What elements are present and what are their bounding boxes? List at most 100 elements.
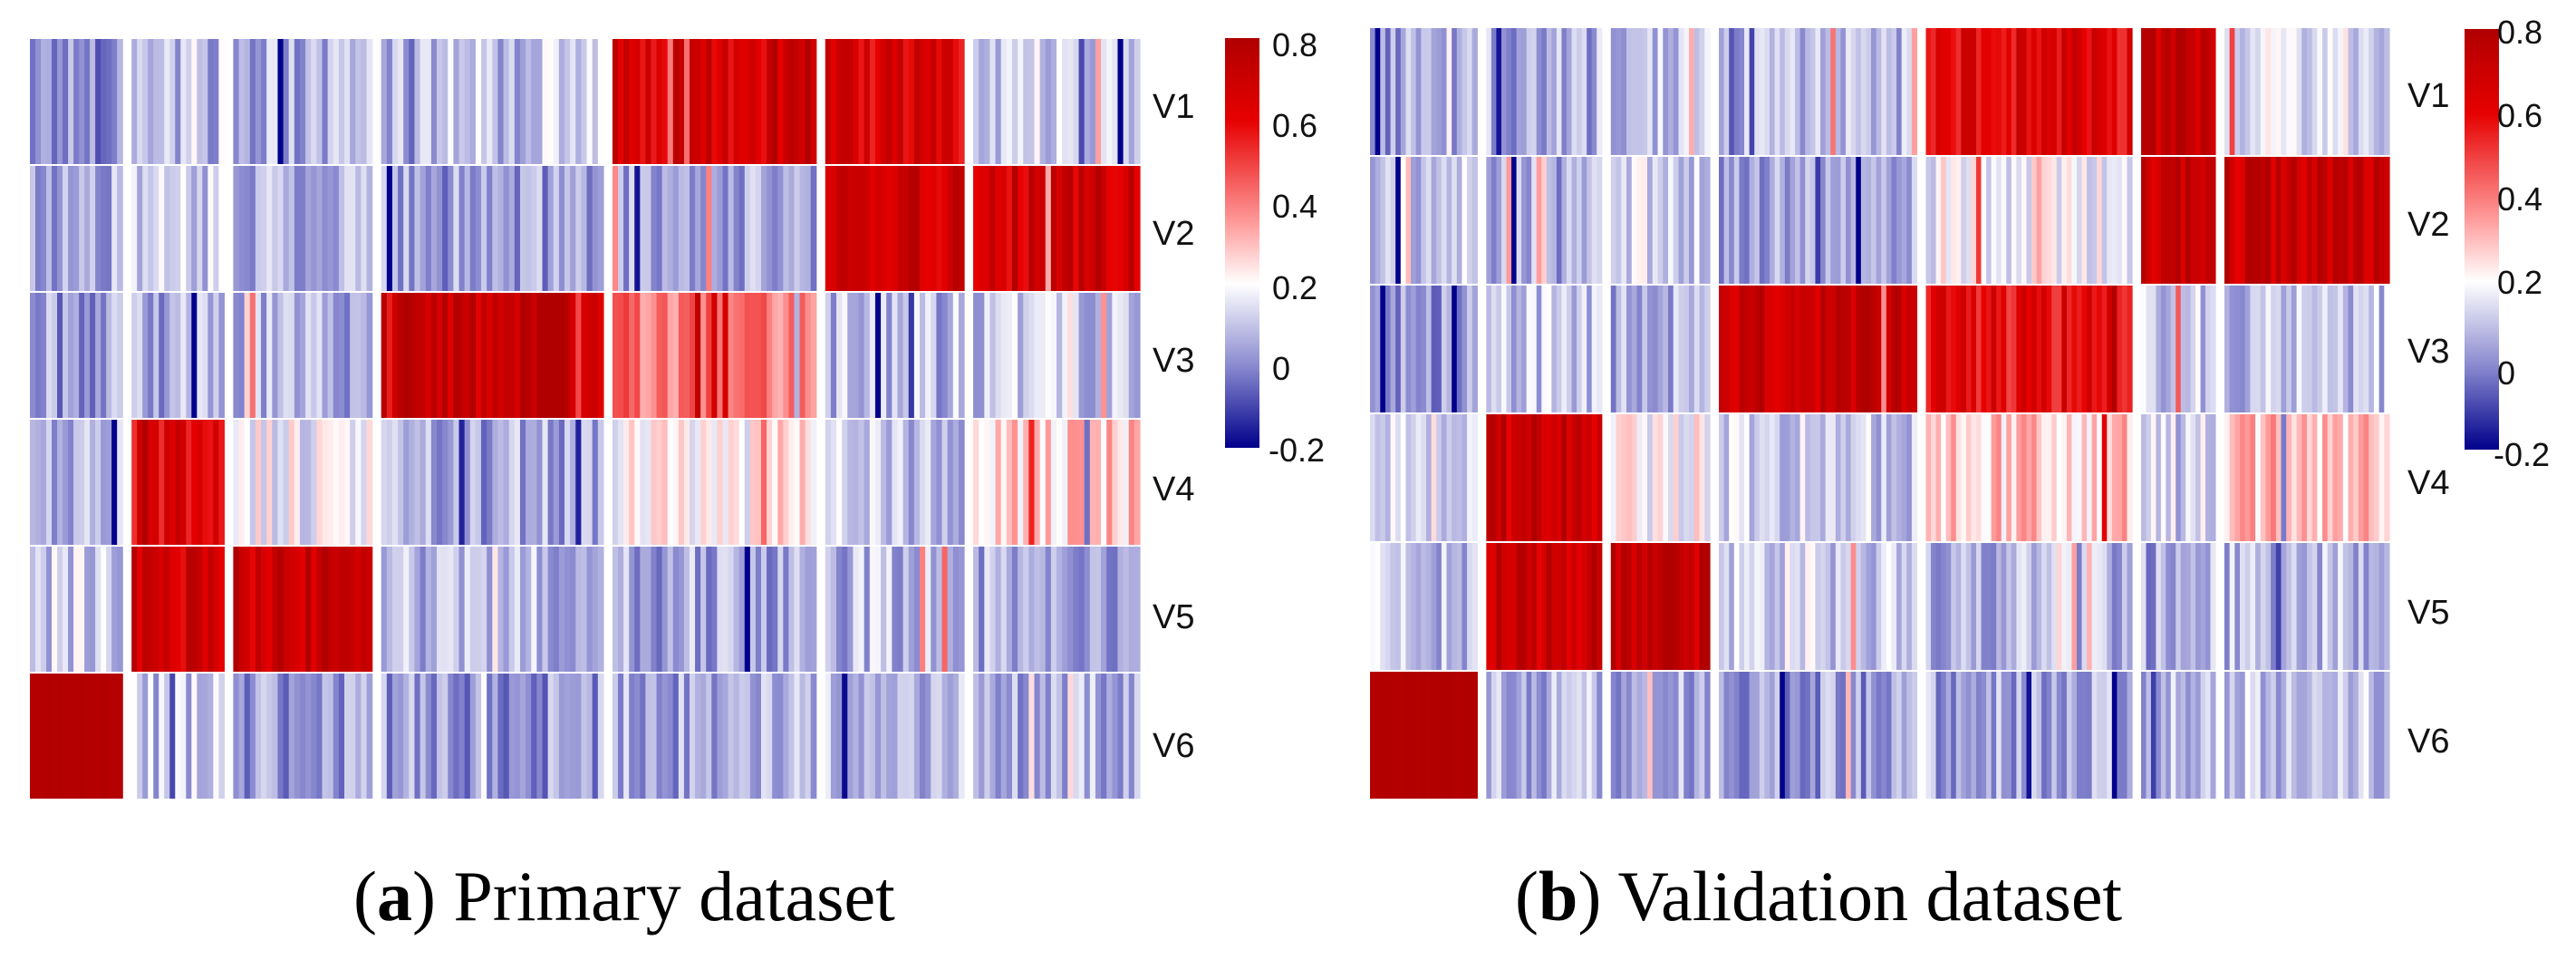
heatmap-cell-b-V3-g5 bbox=[1965, 286, 1973, 412]
heatmap-cell-a-V1-g4 bbox=[526, 39, 532, 164]
heatmap-cell-b-V5-g6 bbox=[2205, 543, 2212, 670]
heatmap-cell-b-V5-g4 bbox=[1790, 543, 1796, 670]
heatmap-cell-b-V6-g4 bbox=[1759, 672, 1766, 799]
heatmap-cell-b-V4-g7 bbox=[2281, 414, 2287, 541]
heatmap-cell-b-V6-g5 bbox=[1991, 672, 1997, 799]
heatmap-cell-b-V6-g7 bbox=[2348, 672, 2354, 799]
heatmap-cell-a-V6-g5 bbox=[733, 674, 740, 799]
heatmap-cell-a-V1-g7 bbox=[1062, 39, 1068, 164]
heatmap-cell-a-V5-g2 bbox=[213, 547, 219, 672]
heatmap-cell-b-V6-g6 bbox=[2180, 672, 2186, 799]
heatmap-cell-b-V2-g2 bbox=[1526, 157, 1532, 284]
heatmap-cell-b-V1-g5 bbox=[2111, 28, 2118, 155]
heatmap-cell-b-V2-g3 bbox=[1693, 157, 1701, 284]
heatmap-cell-a-V5-g7 bbox=[1056, 547, 1063, 672]
heatmap-cell-b-V6-g7 bbox=[2301, 672, 2308, 799]
heatmap-cell-b-V1-g5 bbox=[2041, 28, 2048, 155]
heatmap-cell-a-V1-g3 bbox=[255, 39, 262, 164]
heatmap-cell-a-V6-g5 bbox=[749, 674, 757, 799]
heatmap-cell-a-V3-g6 bbox=[847, 293, 854, 418]
heatmap-cell-a-V3-g6 bbox=[902, 293, 910, 418]
heatmap-cell-a-V4-g6 bbox=[881, 420, 887, 545]
heatmap-cell-b-V6-g5 bbox=[2026, 672, 2032, 799]
heatmap-cell-b-V3-g5 bbox=[2127, 286, 2133, 412]
heatmap-cell-a-V1-g5 bbox=[772, 39, 778, 164]
heatmap-cell-a-V4-g6 bbox=[958, 420, 965, 545]
heatmap-cell-a-V2-g7 bbox=[1062, 166, 1068, 291]
heatmap-cell-a-V3-g3 bbox=[255, 293, 262, 418]
heatmap-cell-b-V1-g7 bbox=[2224, 28, 2231, 155]
heatmap-cell-b-V5-g7 bbox=[2358, 543, 2365, 670]
heatmap-cell-b-V5-g1 bbox=[1375, 543, 1381, 670]
heatmap-cell-b-V5-g4 bbox=[1799, 543, 1806, 670]
heatmap-cell-a-V1-g4 bbox=[414, 39, 421, 164]
heatmap-cell-a-V2-g7 bbox=[1134, 166, 1141, 291]
heatmap-cell-a-V2-g6 bbox=[863, 166, 871, 291]
heatmap-cell-b-V6-g1 bbox=[1431, 672, 1437, 799]
heatmap-cell-a-V6-g3 bbox=[266, 674, 273, 799]
heatmap-cell-a-V3-g1 bbox=[52, 293, 58, 418]
heatmap-cell-a-V5-g3 bbox=[255, 547, 262, 672]
heatmap-cell-b-V3-g3 bbox=[1668, 286, 1674, 412]
heatmap-cell-a-V6-g5 bbox=[738, 674, 746, 799]
heatmap-cell-a-V2-g1 bbox=[84, 166, 91, 291]
heatmap-cell-a-V5-g2 bbox=[137, 547, 143, 672]
heatmap-cell-a-V4-g2 bbox=[131, 420, 138, 545]
heatmap-cell-b-V2-g7 bbox=[2342, 157, 2349, 284]
heatmap-cell-a-V3-g6 bbox=[863, 293, 871, 418]
heatmap-cell-a-V6-g4 bbox=[464, 674, 471, 799]
heatmap-cell-b-V5-g6 bbox=[2170, 543, 2176, 670]
heatmap-cell-b-V6-g7 bbox=[2255, 672, 2262, 799]
heatmap-cell-a-V2-g6 bbox=[952, 166, 960, 291]
heatmap-cell-b-V5-g3 bbox=[1621, 543, 1627, 670]
heatmap-cell-a-V4-g7 bbox=[995, 420, 1002, 545]
heatmap-cell-a-V2-g4 bbox=[409, 166, 416, 291]
heatmap-cell-a-V5-g6 bbox=[881, 547, 887, 672]
heatmap-cell-a-V5-g3 bbox=[283, 547, 290, 672]
heatmap-cell-a-V4-g1 bbox=[46, 420, 53, 545]
heatmap-cell-b-V6-g4 bbox=[1840, 672, 1847, 799]
heatmap-cell-a-V4-g3 bbox=[333, 420, 340, 545]
heatmap-cell-b-V2-g5 bbox=[2076, 157, 2083, 284]
heatmap-cell-b-V4-g3 bbox=[1616, 414, 1622, 541]
heatmap-cell-b-V1-g3 bbox=[1678, 28, 1684, 155]
heatmap-cell-b-V1-g1 bbox=[1446, 28, 1452, 155]
heatmap-cell-b-V2-g2 bbox=[1561, 157, 1568, 284]
heatmap-cell-a-V3-g7 bbox=[1128, 293, 1135, 418]
heatmap-cell-b-V6-g2 bbox=[1521, 672, 1528, 799]
heatmap-cell-a-V3-g1 bbox=[101, 293, 107, 418]
heatmap-cell-a-V4-g3 bbox=[355, 420, 362, 545]
heatmap-cell-a-V3-g5 bbox=[661, 293, 669, 418]
heatmap-cell-a-V3-g4 bbox=[592, 293, 599, 418]
row-label-v4: V4 bbox=[1153, 470, 1194, 509]
heatmap-cell-a-V6-g5 bbox=[618, 674, 624, 799]
heatmap-cell-a-V6-g7 bbox=[1095, 674, 1102, 799]
heatmap-cell-a-V3-g2 bbox=[197, 293, 203, 418]
heatmap-cell-b-V3-g4 bbox=[1871, 286, 1877, 412]
heatmap-cell-a-V4-g5 bbox=[805, 420, 812, 545]
heatmap-cell-a-V3-g6 bbox=[886, 293, 892, 418]
heatmap-cell-b-V2-g2 bbox=[1516, 157, 1522, 284]
heatmap-cell-b-V4-g5 bbox=[1991, 414, 1997, 541]
heatmap-cell-a-V3-g6 bbox=[920, 293, 926, 418]
heatmap-cell-b-V1-g6 bbox=[2146, 28, 2152, 155]
heatmap-cell-a-V4-g2 bbox=[153, 420, 159, 545]
heatmap-cell-b-V6-g4 bbox=[1871, 672, 1877, 799]
heatmap-cell-b-V3-g3 bbox=[1652, 286, 1659, 412]
heatmap-cell-b-V1-g2 bbox=[1516, 28, 1522, 155]
heatmap-cell-a-V1-g3 bbox=[283, 39, 290, 164]
heatmap-cell-a-V1-g4 bbox=[564, 39, 571, 164]
heatmap-cell-b-V6-g7 bbox=[2229, 672, 2235, 799]
heatmap-cell-b-V6-g2 bbox=[1526, 672, 1532, 799]
heatmap-cell-a-V5-g2 bbox=[164, 547, 170, 672]
colorbar-b-tick-0.4: 0.4 bbox=[2497, 180, 2542, 218]
heatmap-cell-a-V1-g3 bbox=[333, 39, 340, 164]
heatmap-cell-b-V5-g7 bbox=[2301, 543, 2308, 670]
heatmap-cell-a-V5-g1 bbox=[95, 547, 101, 672]
heatmap-cell-a-V6-g4 bbox=[536, 674, 544, 799]
heatmap-cell-a-V3-g2 bbox=[153, 293, 159, 418]
heatmap-cell-b-V1-g7 bbox=[2384, 28, 2390, 155]
heatmap-cell-b-V2-g5 bbox=[1935, 157, 1942, 284]
heatmap-cell-b-V2-g7 bbox=[2338, 157, 2344, 284]
heatmap-cell-b-V5-g5 bbox=[2011, 543, 2017, 670]
